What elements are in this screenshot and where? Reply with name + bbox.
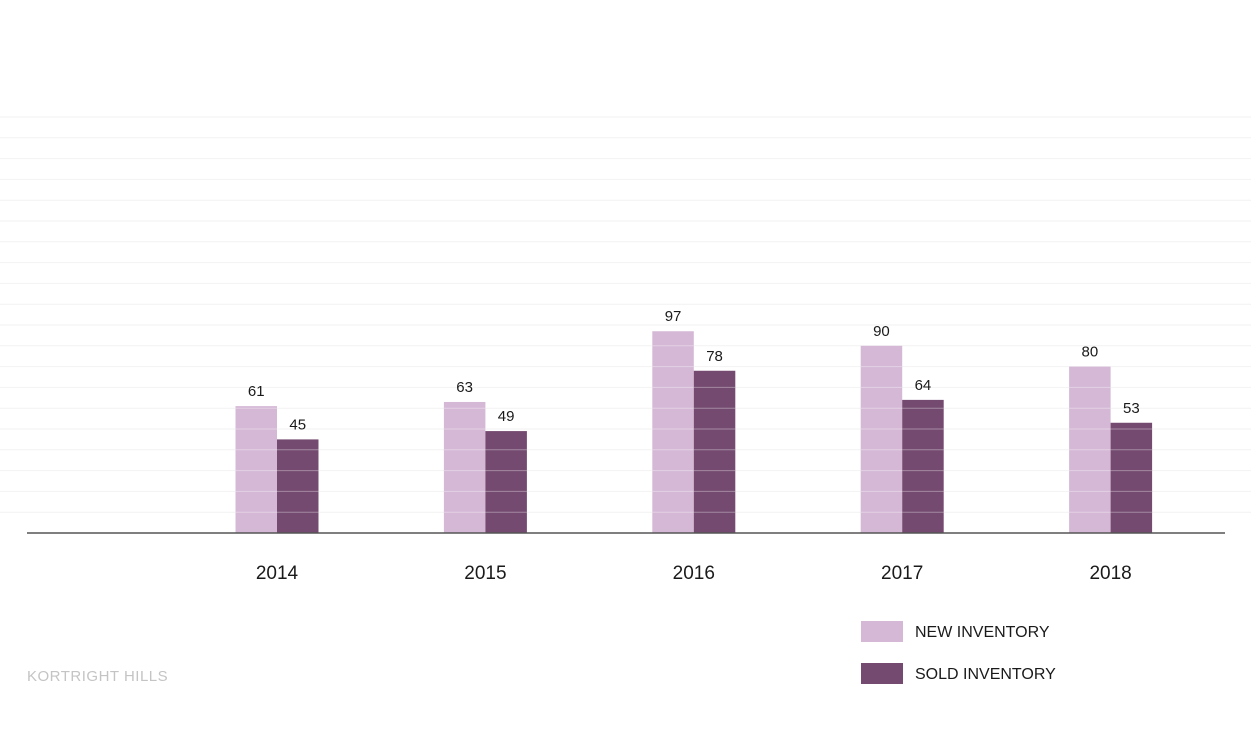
x-tick-label: 2017 xyxy=(881,563,923,584)
legend-label-sold-inventory: SOLD INVENTORY xyxy=(915,666,1056,683)
bar-new-inventory xyxy=(860,345,903,533)
legend-swatch-sold-inventory xyxy=(861,663,903,684)
bar-value-label: 80 xyxy=(1082,344,1099,361)
bar-sold-inventory xyxy=(277,439,319,533)
bar-value-label: 53 xyxy=(1123,400,1140,417)
legend-label-new-inventory: NEW INVENTORY xyxy=(915,624,1050,641)
bar-value-label: 64 xyxy=(915,377,932,394)
bar-sold-inventory xyxy=(693,370,736,533)
bar-new-inventory xyxy=(235,406,277,533)
bar-new-inventory xyxy=(443,401,486,533)
x-tick-label: 2018 xyxy=(1089,563,1131,584)
bar-sold-inventory xyxy=(1110,422,1153,533)
bar-value-label: 97 xyxy=(665,308,682,325)
bar-value-label: 63 xyxy=(456,379,473,396)
bar-new-inventory xyxy=(652,331,694,533)
x-tick-label: 2014 xyxy=(256,563,299,584)
x-tick-label: 2016 xyxy=(673,563,715,584)
legend: NEW INVENTORY SOLD INVENTORY xyxy=(861,621,1056,684)
bars xyxy=(235,331,1153,533)
bar-value-labels: 61 45 63 49 97 78 90 64 80 53 xyxy=(248,308,1140,433)
x-tick-label: 2015 xyxy=(464,563,506,584)
bar-value-label: 45 xyxy=(289,416,306,433)
bar-value-label: 90 xyxy=(873,323,890,340)
legend-swatch-new-inventory xyxy=(861,621,903,642)
bar-sold-inventory xyxy=(902,399,944,533)
footer-brand-label: KORTRIGHT HILLS xyxy=(27,668,169,685)
bar-value-label: 61 xyxy=(248,383,265,400)
bar-value-label: 49 xyxy=(498,408,515,425)
x-axis-tick-labels: 2014 2015 2016 2017 2018 xyxy=(256,563,1132,584)
gridlines xyxy=(0,116,1251,513)
bar-value-label: 78 xyxy=(706,348,723,365)
bar-new-inventory xyxy=(1069,366,1111,533)
bar-sold-inventory xyxy=(485,431,527,533)
